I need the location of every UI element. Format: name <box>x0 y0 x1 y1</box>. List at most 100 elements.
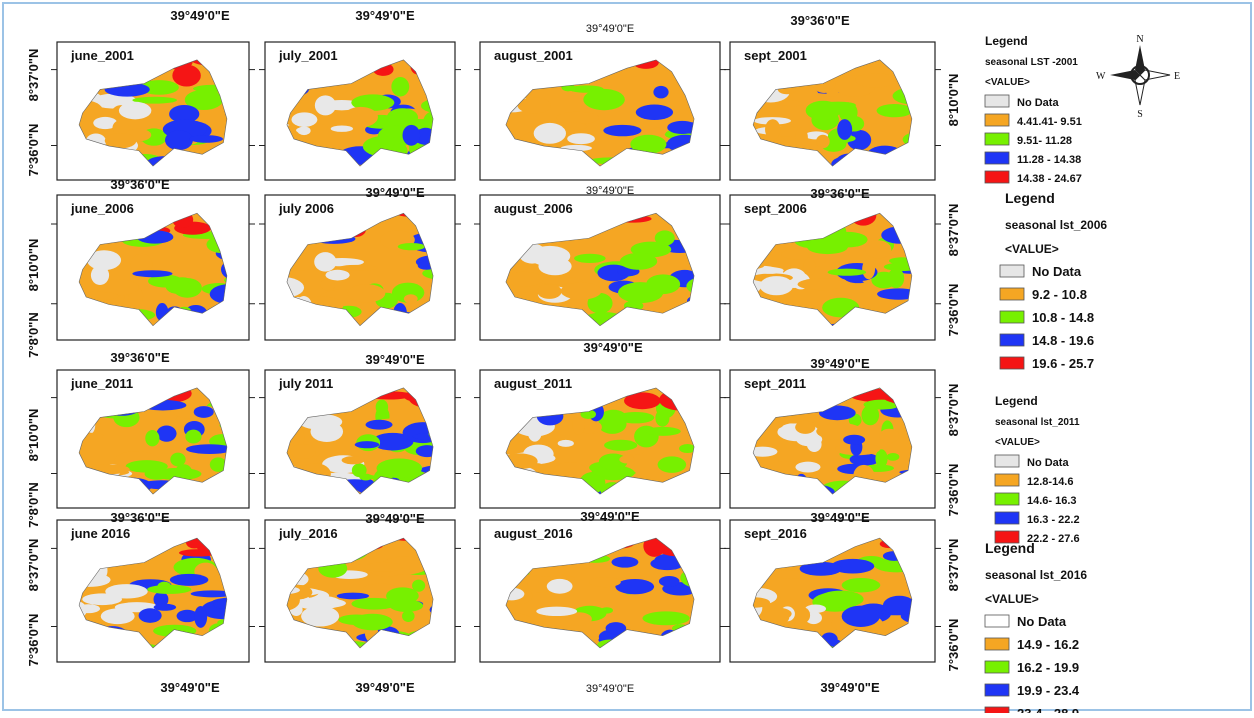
raster-patch <box>589 577 621 587</box>
raster-patch <box>376 400 389 415</box>
panel-title: sept_2011 <box>744 376 806 391</box>
legend-swatch <box>995 493 1019 505</box>
raster-patch <box>795 462 820 473</box>
map-panel: sept_2001 <box>714 33 951 185</box>
legend-title: Legend <box>995 394 1038 408</box>
panel-title: june_2006 <box>70 201 134 216</box>
raster-patch <box>331 86 348 94</box>
raster-patch <box>658 456 687 473</box>
legend-label: 14.38 - 24.67 <box>1017 173 1082 185</box>
raster-patch <box>355 441 380 448</box>
panel-title: july 2006 <box>278 201 334 216</box>
raster-patch <box>855 73 896 87</box>
raster-patch <box>190 135 224 143</box>
coordinate-label: 7°8'0"N <box>26 312 41 358</box>
map-panel: sept_2011 <box>710 366 956 516</box>
legend-subtitle: seasonal lst_2006 <box>1005 218 1107 232</box>
legend-swatch <box>1000 265 1024 277</box>
raster-patch <box>556 112 599 125</box>
raster-patch <box>886 453 899 461</box>
raster-patch <box>377 458 423 478</box>
panel-title: sept_2016 <box>744 526 807 541</box>
legend-label: 16.3 - 22.2 <box>1027 514 1080 526</box>
map-panel: june_2001 <box>40 33 270 184</box>
coordinate-label: 39°36'0"E <box>810 186 870 201</box>
map-panel: july_2016 <box>249 518 479 665</box>
coordinate-label: 8°10'0"N <box>26 239 41 292</box>
panel-title: june_2001 <box>70 48 134 63</box>
coordinate-label: 39°49'0"E <box>365 185 425 200</box>
legend-label: 9.2 - 10.8 <box>1032 287 1087 302</box>
panel-title: august_2011 <box>494 376 572 391</box>
raster-patch <box>816 135 830 148</box>
map-panel: june_2006 <box>49 189 268 349</box>
map-panel: august_2011 <box>471 362 733 514</box>
legend-label: No Data <box>1027 457 1069 469</box>
raster-patch <box>843 435 865 445</box>
map-panel: july 2011 <box>253 363 476 511</box>
legend-title: Legend <box>1005 190 1055 206</box>
raster-patch <box>404 294 418 303</box>
legend-label: 14.6- 16.3 <box>1027 495 1077 507</box>
raster-patch <box>782 100 802 106</box>
map-panel: july_2001 <box>251 38 474 180</box>
coordinate-label: 39°49'0"E <box>820 680 880 695</box>
raster-patch <box>877 104 913 117</box>
legend-label: 14.8 - 19.6 <box>1032 333 1094 348</box>
panel-title: june 2016 <box>70 526 130 541</box>
raster-patch <box>615 579 654 594</box>
legend-swatch <box>985 707 1009 713</box>
raster-patch <box>185 430 201 444</box>
raster-patch <box>538 257 571 275</box>
raster-patch <box>806 101 841 121</box>
map-panel: august_2001 <box>458 35 727 184</box>
coordinate-label: 39°49'0"E <box>810 510 870 525</box>
raster-patch <box>387 108 418 126</box>
raster-patch <box>562 122 587 130</box>
raster-patch <box>591 469 635 476</box>
legend-swatch <box>985 133 1009 145</box>
panel-title: august_2006 <box>494 201 573 216</box>
raster-patch <box>818 591 863 608</box>
raster-patch <box>655 409 669 426</box>
legend-swatch <box>985 114 1009 126</box>
raster-patch <box>567 133 595 144</box>
panel-title: july_2016 <box>278 526 338 541</box>
map-panel: june 2016 <box>43 516 259 669</box>
raster-patch <box>320 279 335 290</box>
map-panel: june_2011 <box>45 362 264 510</box>
legend-label: 19.6 - 25.7 <box>1032 356 1094 371</box>
legend-label: 10.8 - 14.8 <box>1032 310 1094 325</box>
raster-patch <box>157 582 171 592</box>
legend-swatch <box>1000 311 1024 323</box>
coordinate-label: 39°49'0"E <box>365 511 425 526</box>
compass-e: E <box>1174 71 1180 82</box>
legend-label: 4.41.41- 9.51 <box>1017 116 1082 128</box>
legend-swatch <box>1000 334 1024 346</box>
raster-patch <box>547 579 573 594</box>
raster-patch <box>297 126 310 135</box>
coordinate-label: 8°37'0"N <box>26 539 41 592</box>
coordinate-label: 39°49'0"E <box>580 509 640 524</box>
coordinate-label: 7°36'0"N <box>946 284 961 337</box>
legend-label: No Data <box>1017 97 1059 109</box>
panel-title: july_2001 <box>278 48 338 63</box>
raster-patch <box>574 254 606 263</box>
legend-subtitle: seasonal lst_2011 <box>995 417 1080 428</box>
raster-patch <box>359 474 372 481</box>
coordinate-label: 39°49'0"E <box>160 680 220 695</box>
raster-patch <box>301 606 339 627</box>
raster-patch <box>403 125 421 146</box>
raster-patch <box>170 574 209 586</box>
raster-patch <box>537 284 562 299</box>
raster-patch <box>879 429 899 443</box>
legend-swatch <box>985 152 1009 164</box>
raster-patch <box>583 89 625 110</box>
raster-patch <box>325 270 349 281</box>
coordinate-label: 8°37'0"N <box>946 204 961 257</box>
raster-patch <box>145 468 170 480</box>
raster-patch <box>619 455 634 463</box>
compass-n: N <box>1136 34 1143 45</box>
coordinate-label: 39°49'0"E <box>365 352 425 367</box>
raster-patch <box>291 112 317 127</box>
